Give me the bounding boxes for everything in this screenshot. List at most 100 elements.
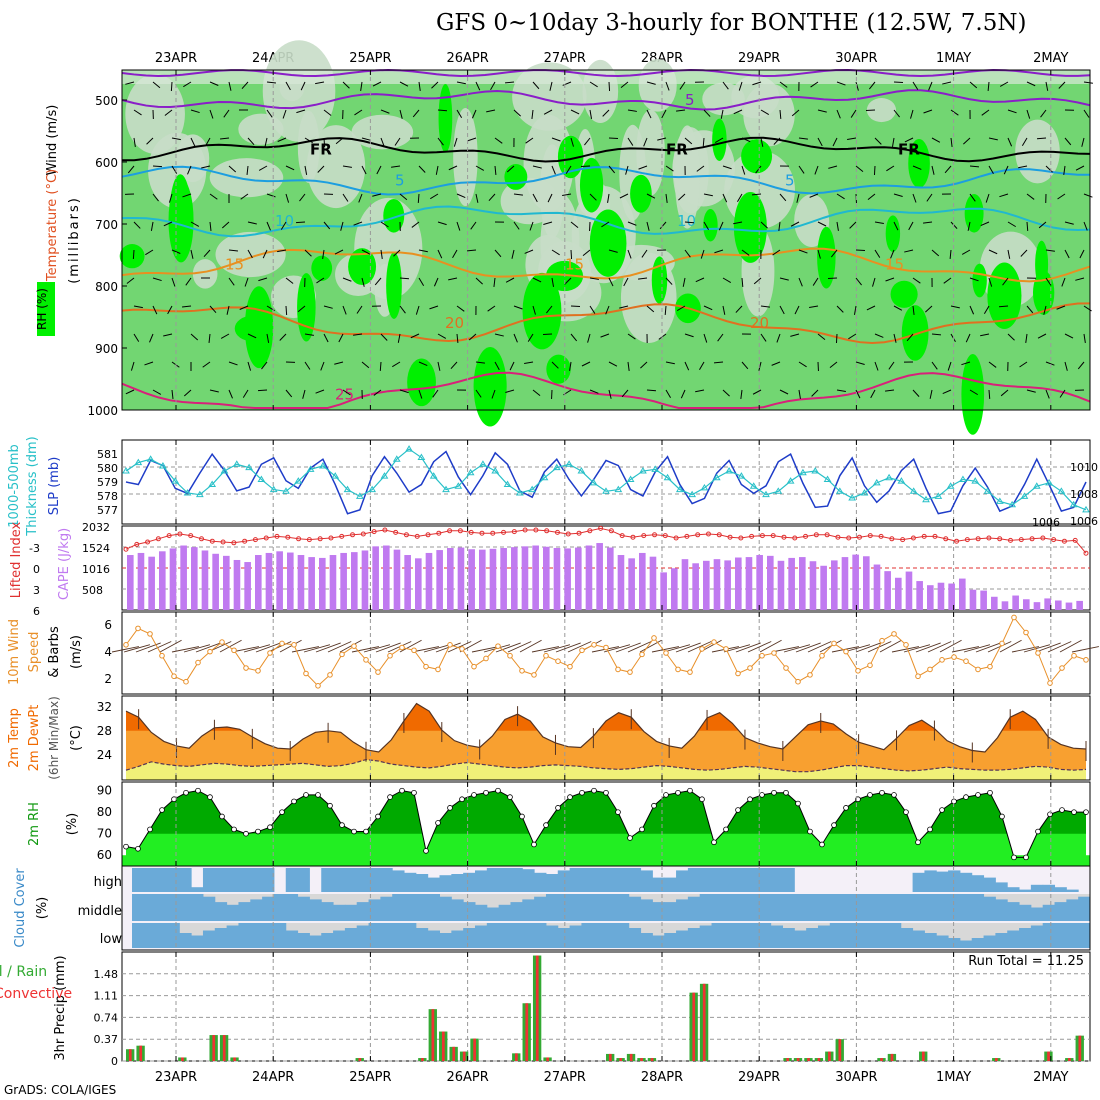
- y-tick-label: 2: [104, 672, 112, 686]
- wind-barb: [375, 642, 401, 653]
- rh-dry-patch: [620, 252, 677, 343]
- cloud-bar: [392, 923, 405, 948]
- wind-speed-point: [243, 665, 249, 671]
- cape-bar: [820, 565, 827, 610]
- wind-speed-point: [1059, 665, 1065, 671]
- lifted-index-point: [123, 546, 129, 552]
- rh2m-point: [987, 789, 993, 796]
- wind-barb: [741, 249, 750, 256]
- wind-barb: [182, 305, 192, 308]
- wind-barb: [190, 137, 196, 147]
- cloud-bar: [616, 923, 630, 948]
- wind-barb: [507, 641, 532, 653]
- wind-barb: [687, 641, 712, 653]
- wind-barb: [262, 249, 268, 259]
- wind-barb: [722, 389, 730, 397]
- cape-bar: [447, 547, 454, 610]
- lifted-index-point: [231, 540, 237, 546]
- wind-barb: [855, 642, 881, 653]
- x-tick-label-bottom: 29APR: [738, 1070, 780, 1085]
- thickness-point: [331, 472, 340, 479]
- thickness-point: [257, 475, 266, 482]
- wind-barb: [985, 193, 990, 203]
- lifted-index-point: [155, 536, 161, 542]
- thickness-point: [319, 461, 327, 469]
- lifted-index-point: [544, 528, 550, 534]
- wind-barb: [183, 389, 192, 397]
- cloud-bar: [983, 935, 996, 948]
- wind-barb: [855, 389, 861, 399]
- cloud-bar: [593, 923, 606, 948]
- cloud-bar: [545, 874, 559, 892]
- cloud-bar: [817, 925, 831, 948]
- wind-barb: [372, 193, 382, 197]
- rh2m-point: [1047, 811, 1053, 818]
- rh2m-point: [1083, 809, 1089, 815]
- cloud-bar: [853, 923, 866, 948]
- y-tick-label: 1006: [1032, 516, 1060, 529]
- precip-conv-bar: [181, 1057, 184, 1061]
- rh-moist-patch: [169, 174, 192, 257]
- wind-barb: [640, 361, 648, 369]
- wind-barb: [379, 361, 382, 372]
- lifted-index-point: [986, 535, 992, 541]
- wind-barb: [228, 277, 235, 286]
- slp-line: [125, 450, 1087, 515]
- wind-barb: [546, 305, 553, 314]
- wind-barb: [187, 165, 192, 175]
- wind-barb: [682, 277, 686, 287]
- rh2m-point: [351, 828, 357, 835]
- wind-barb: [794, 305, 800, 315]
- wind-barb: [665, 389, 671, 399]
- wind-barb: [988, 277, 993, 287]
- wind-barb: [509, 361, 515, 371]
- wind-barb: [646, 193, 656, 199]
- cape-bar: [756, 555, 763, 610]
- wind-barb: [532, 389, 541, 396]
- thickness-point: [208, 480, 217, 488]
- wind-speed-point: [495, 643, 501, 649]
- wind-barb: [651, 646, 679, 653]
- wind-barb: [1026, 305, 1034, 314]
- wind-speed-point: [351, 643, 357, 649]
- wind-barb: [961, 361, 971, 366]
- wind-barb: [627, 641, 652, 653]
- wind-barb: [779, 109, 782, 120]
- wind-barb: [779, 389, 789, 395]
- wind-barb: [965, 333, 971, 343]
- rh-moist-patch: [383, 199, 405, 233]
- wind-barb: [372, 81, 382, 87]
- wind-barb: [228, 81, 232, 91]
- cape-bar: [777, 560, 785, 610]
- wind-barb: [912, 165, 922, 170]
- wind-speed-point: [783, 665, 789, 671]
- wind-barb: [304, 333, 314, 336]
- cloud-bar: [415, 928, 429, 948]
- rh-moist-patch: [348, 248, 377, 286]
- y-tick-label: 900: [95, 342, 118, 356]
- wind-barb: [209, 193, 218, 200]
- rh-moist-patch: [890, 280, 918, 308]
- cape-bar: [393, 549, 401, 610]
- wind-barb: [981, 109, 990, 116]
- lifted-index-point: [242, 538, 248, 544]
- rh2m-point: [927, 826, 933, 833]
- cloud-bar: [936, 935, 949, 948]
- wind-barb: [943, 277, 952, 284]
- rh-moist-patch: [244, 286, 274, 369]
- cloud-bar: [427, 894, 441, 921]
- wind-speed-point: [339, 651, 345, 658]
- wind-speed-point: [591, 642, 597, 648]
- wind-barb: [475, 165, 485, 171]
- wind-barb: [931, 137, 941, 143]
- wind-barb: [751, 193, 762, 196]
- rh-dry-patch: [794, 194, 830, 247]
- wind-barb: [488, 193, 496, 201]
- lifted-index-point: [975, 536, 981, 542]
- wind-barb: [625, 165, 629, 175]
- wind-barb: [150, 221, 154, 231]
- wind-speed-point: [291, 642, 297, 648]
- cloud-bar: [687, 928, 701, 948]
- thickness-point: [651, 465, 660, 472]
- x-tick-label-top: 2MAY: [1033, 51, 1068, 66]
